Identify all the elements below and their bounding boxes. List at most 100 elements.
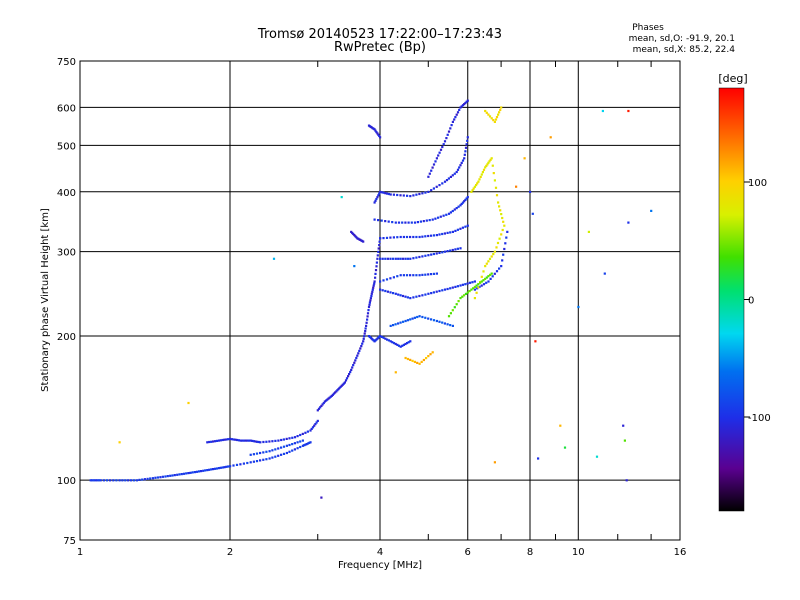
- data-point: [386, 338, 389, 341]
- data-point: [164, 475, 167, 478]
- data-point: [363, 332, 366, 335]
- data-point: [121, 479, 124, 482]
- data-point: [377, 219, 380, 222]
- data-points: [89, 99, 653, 499]
- data-point: [463, 103, 466, 106]
- data-point: [389, 277, 392, 280]
- data-point: [502, 220, 505, 223]
- data-point: [404, 356, 407, 360]
- data-point: [406, 194, 409, 197]
- data-point: [487, 275, 490, 278]
- data-point: [449, 175, 452, 178]
- data-point: [502, 253, 505, 256]
- data-point: [438, 289, 441, 293]
- data-point: [415, 295, 418, 298]
- data-point: [288, 437, 291, 440]
- data-point: [430, 318, 433, 321]
- grid: [80, 61, 680, 540]
- data-point: [268, 450, 271, 453]
- data-point: [427, 234, 430, 238]
- data-point: [368, 301, 371, 304]
- data-point: [210, 440, 213, 443]
- data-point: [435, 185, 438, 188]
- data-point: [470, 288, 473, 291]
- data-point: [374, 276, 377, 279]
- data-point: [451, 324, 454, 327]
- data-point: [252, 440, 255, 443]
- data-point: [459, 106, 462, 109]
- data-point: [349, 370, 352, 374]
- data-point: [340, 196, 343, 199]
- data-point: [446, 250, 449, 253]
- data-point: [374, 272, 377, 275]
- data-point: [370, 292, 373, 295]
- data-point: [421, 192, 424, 195]
- data-point: [381, 289, 384, 292]
- data-point: [402, 235, 405, 239]
- data-point: [381, 257, 384, 260]
- data-point: [291, 449, 294, 452]
- data-point: [495, 116, 499, 119]
- data-point: [405, 274, 409, 277]
- data-point: [445, 213, 448, 216]
- data-point: [490, 255, 493, 258]
- data-point: [475, 184, 478, 187]
- data-point: [323, 400, 326, 403]
- data-point: [451, 120, 454, 123]
- y-tick-label: 750: [57, 57, 76, 68]
- x-axis-label: Frequency [MHz]: [338, 560, 422, 571]
- data-point: [301, 444, 304, 447]
- data-point: [379, 288, 382, 291]
- data-point: [319, 406, 322, 409]
- data-point: [334, 391, 337, 394]
- data-point: [432, 252, 435, 256]
- data-point: [370, 294, 373, 298]
- data-point: [461, 226, 464, 229]
- data-point: [118, 441, 121, 444]
- data-point: [320, 496, 323, 499]
- data-point: [215, 439, 219, 442]
- data-point: [376, 257, 379, 260]
- data-point: [375, 197, 378, 201]
- data-point: [223, 438, 226, 441]
- data-point: [418, 192, 421, 196]
- data-point: [255, 452, 259, 455]
- data-point: [274, 455, 277, 458]
- data-point: [418, 235, 421, 239]
- data-point: [413, 360, 416, 363]
- data-point: [464, 292, 468, 295]
- data-point: [378, 244, 381, 247]
- data-point: [308, 441, 311, 444]
- data-point: [280, 438, 283, 442]
- data-point: [384, 192, 387, 195]
- data-point: [488, 257, 492, 260]
- data-point: [431, 166, 434, 169]
- data-point: [473, 185, 476, 188]
- data-point: [430, 292, 433, 295]
- data-point: [198, 470, 201, 473]
- data-point: [486, 163, 489, 166]
- data-point: [309, 441, 312, 444]
- data-point: [406, 342, 409, 345]
- data-point: [210, 468, 213, 471]
- data-point: [271, 440, 274, 443]
- data-point: [378, 240, 381, 243]
- data-point: [249, 439, 252, 442]
- data-point: [348, 373, 351, 376]
- data-point: [498, 267, 501, 270]
- data-point: [282, 438, 285, 441]
- data-point: [478, 285, 481, 288]
- data-point: [161, 475, 164, 478]
- data-point: [461, 295, 464, 298]
- data-point: [412, 235, 415, 239]
- data-point: [407, 341, 410, 344]
- data-point: [499, 108, 502, 111]
- x-tick-label: 6: [465, 547, 471, 558]
- data-point: [380, 219, 383, 222]
- data-point: [310, 427, 313, 430]
- data-point: [449, 287, 452, 290]
- data-point: [427, 175, 430, 178]
- data-point: [413, 316, 416, 319]
- data-point: [262, 451, 265, 454]
- data-point: [454, 229, 457, 232]
